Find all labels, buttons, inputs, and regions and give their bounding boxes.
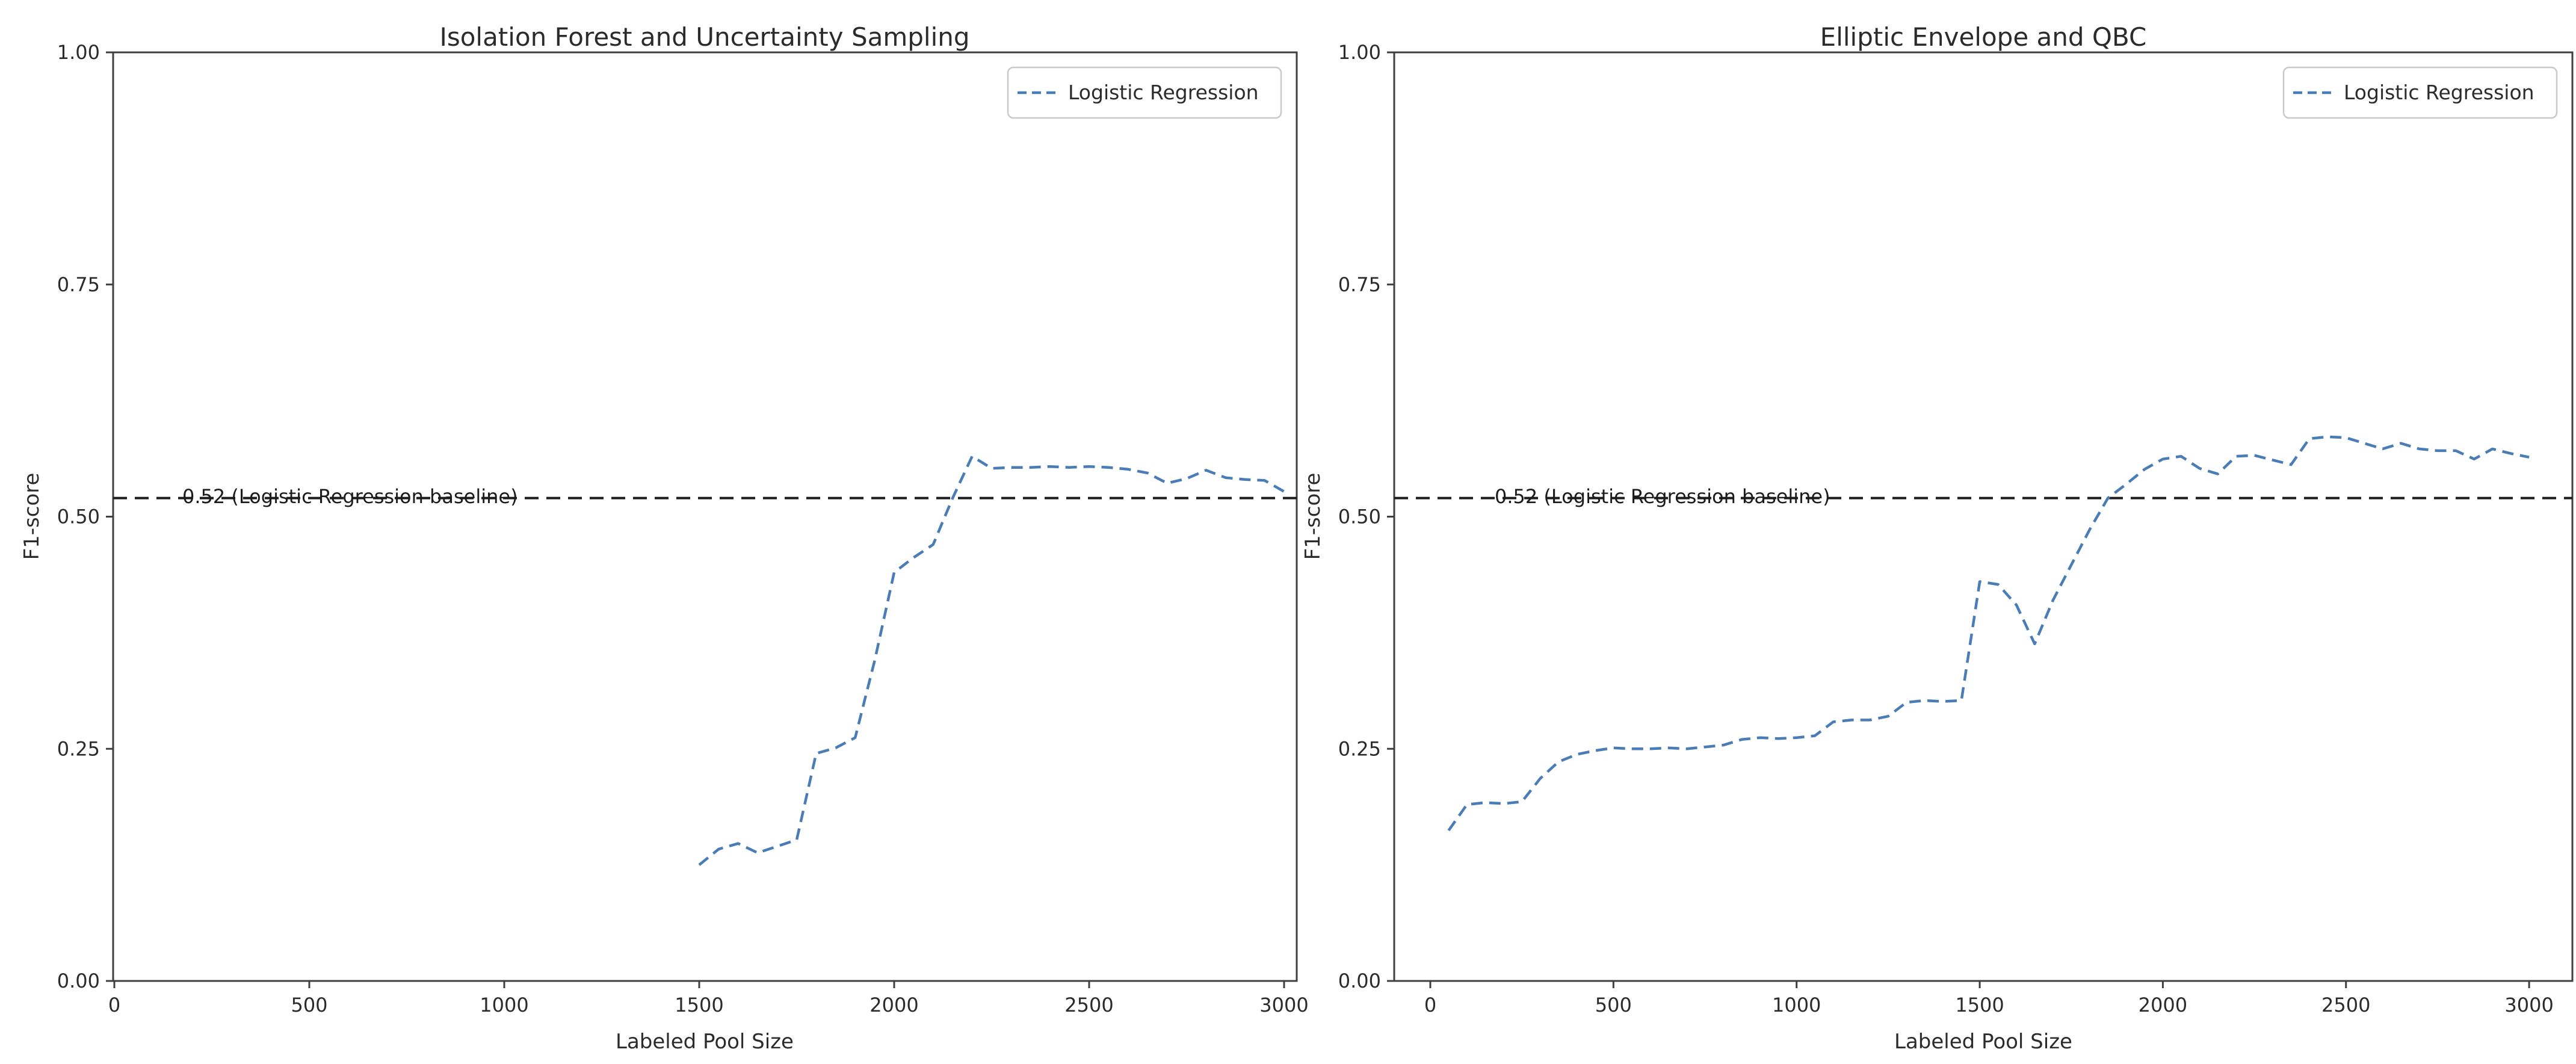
x-axis-ticks: 0 500 1000 1500 2000 2500 3000 [108, 981, 1309, 1016]
x-axis-label: Labeled Pool Size [616, 1030, 794, 1054]
y-tick-label: 0.75 [57, 273, 100, 296]
x-tick-label: 1500 [1955, 994, 2004, 1016]
plot-frame [112, 51, 1298, 982]
x-axis-ticks: 0 500 1000 1500 2000 2500 3000 [1424, 981, 2554, 1016]
y-tick-label: 0.50 [57, 506, 100, 528]
y-tick-label: 0.00 [1338, 970, 1381, 992]
baseline-annotation: 0.52 (Logistic Regression baseline) [182, 485, 518, 508]
legend-label: Logistic Regression [2344, 81, 2534, 104]
x-tick-label: 2000 [869, 994, 918, 1016]
series-logistic-regression [1447, 435, 2530, 832]
x-tick-label: 1000 [480, 994, 528, 1016]
x-tick-label: 500 [1595, 994, 1632, 1016]
y-tick-label: 1.00 [57, 41, 100, 64]
chart-elliptic-envelope: Elliptic Envelope and QBC 0 500 1000 1500 20… [1301, 22, 2574, 1054]
x-tick-label: 2500 [1064, 994, 1113, 1016]
x-axis-label: Labeled Pool Size [1894, 1030, 2072, 1054]
y-tick-label: 0.25 [1338, 737, 1381, 760]
baseline-annotation: 0.52 (Logistic Regression baseline) [1495, 485, 1830, 508]
y-tick-label: 1.00 [1338, 41, 1381, 64]
x-tick-label: 0 [1424, 994, 1436, 1016]
x-tick-label: 500 [291, 994, 327, 1016]
x-tick-label: 2500 [2321, 994, 2370, 1016]
x-tick-label: 1500 [675, 994, 723, 1016]
legend-box [2282, 66, 2558, 119]
legend-label: Logistic Regression [1068, 81, 1259, 104]
chart-title: Elliptic Envelope and QBC [1820, 22, 2147, 52]
legend-box [1007, 66, 1282, 119]
legend: Logistic Regression [1007, 66, 1282, 119]
chart-isolation-forest: Isolation Forest and Uncertainty Samplin… [20, 22, 1309, 1054]
chart-title: Isolation Forest and Uncertainty Samplin… [439, 22, 969, 52]
y-tick-label: 0.75 [1338, 273, 1381, 296]
plot-frame [1393, 51, 2574, 982]
y-axis-label: F1-score [20, 473, 44, 560]
series-logistic-regression [698, 454, 1285, 866]
y-tick-label: 0.50 [1338, 506, 1381, 528]
y-tick-label: 0.00 [57, 970, 100, 992]
y-axis-ticks: 0.00 0.25 0.50 0.75 1.00 [57, 41, 113, 992]
x-tick-label: 2000 [2139, 994, 2187, 1016]
x-tick-label: 3000 [2504, 994, 2553, 1016]
y-axis-ticks: 0.00 0.25 0.50 0.75 1.00 [1338, 41, 1394, 992]
x-tick-label: 1000 [1772, 994, 1821, 1016]
legend: Logistic Regression [2282, 66, 2558, 119]
y-tick-label: 0.25 [57, 737, 100, 760]
y-axis-label: F1-score [1301, 473, 1325, 560]
x-tick-label: 3000 [1259, 994, 1308, 1016]
x-tick-label: 0 [108, 994, 120, 1016]
